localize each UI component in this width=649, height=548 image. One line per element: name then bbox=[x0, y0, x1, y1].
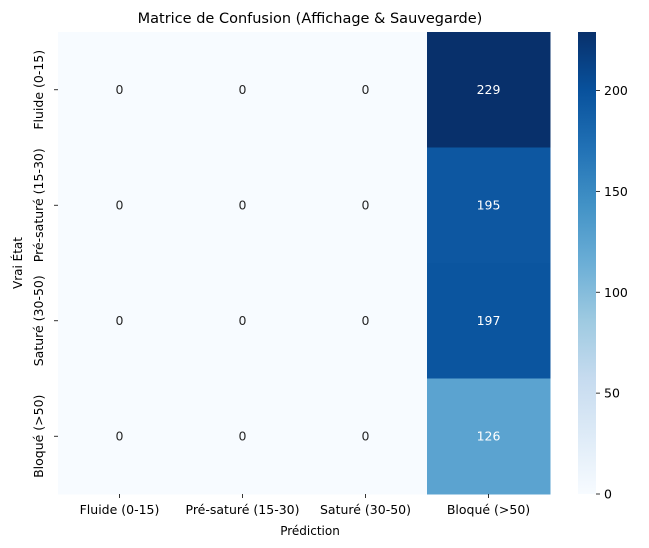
y-tick-label: Pré-saturé (15-30) bbox=[31, 148, 46, 262]
y-axis-ticks: Fluide (0-15) Pré-saturé (15-30) Saturé (3… bbox=[31, 50, 58, 478]
cell-value-label: 0 bbox=[116, 313, 124, 328]
heatmap-cell bbox=[304, 263, 428, 379]
cell-value-label: 0 bbox=[239, 197, 247, 212]
cell-value-label: 197 bbox=[477, 313, 501, 328]
heatmap-cell bbox=[427, 32, 551, 148]
colorbar-tick-label: 100 bbox=[604, 285, 628, 300]
colorbar bbox=[578, 32, 596, 494]
heatmap-cell bbox=[304, 32, 428, 148]
heatmap-cell bbox=[181, 378, 305, 495]
x-tick-label: Bloqué (>50) bbox=[447, 502, 530, 517]
cell-value-label: 229 bbox=[477, 82, 501, 97]
heatmap-cell bbox=[304, 378, 428, 495]
heatmap-cells bbox=[58, 32, 551, 495]
heatmap-cell bbox=[58, 378, 182, 495]
colorbar-tick-label: 0 bbox=[604, 487, 612, 502]
x-tick-label: Fluide (0-15) bbox=[80, 502, 160, 517]
cell-value-label: 0 bbox=[116, 428, 124, 443]
colorbar-tick-label: 150 bbox=[604, 184, 628, 199]
heatmap-cell bbox=[427, 147, 551, 264]
heatmap-cell-labels: 0 0 0 229 0 0 0 195 0 0 0 197 0 0 0 126 bbox=[116, 82, 501, 444]
cell-value-label: 0 bbox=[116, 82, 124, 97]
x-axis-ticks: Fluide (0-15) Pré-saturé (15-30) Saturé (3… bbox=[80, 494, 530, 517]
cell-value-label: 0 bbox=[362, 428, 370, 443]
colorbar-tick-label: 50 bbox=[604, 386, 620, 401]
heatmap-cell bbox=[58, 32, 182, 148]
cell-value-label: 195 bbox=[477, 197, 501, 212]
cell-value-label: 0 bbox=[239, 428, 247, 443]
y-tick-label: Fluide (0-15) bbox=[31, 50, 46, 130]
x-tick-label: Pré-saturé (15-30) bbox=[186, 502, 300, 517]
cell-value-label: 0 bbox=[362, 197, 370, 212]
colorbar-ticks: 0 50 100 150 200 bbox=[596, 83, 628, 502]
heatmap-cell bbox=[304, 147, 428, 264]
cell-value-label: 126 bbox=[477, 428, 501, 443]
heatmap-cell bbox=[181, 32, 305, 148]
cell-value-label: 0 bbox=[239, 313, 247, 328]
heatmap-cell bbox=[427, 263, 551, 379]
heatmap-cell bbox=[181, 263, 305, 379]
y-axis-label: Vrai État bbox=[10, 237, 25, 289]
x-tick-label: Saturé (30-50) bbox=[320, 502, 411, 517]
y-tick-label: Bloqué (>50) bbox=[31, 395, 46, 478]
colorbar-tick-label: 200 bbox=[604, 83, 628, 98]
heatmap-cell bbox=[427, 378, 551, 495]
heatmap-cell bbox=[181, 147, 305, 264]
y-tick-label: Saturé (30-50) bbox=[31, 275, 46, 366]
x-axis-label: Prédiction bbox=[280, 524, 340, 538]
heatmap-cell bbox=[58, 147, 182, 264]
cell-value-label: 0 bbox=[362, 313, 370, 328]
cell-value-label: 0 bbox=[239, 82, 247, 97]
cell-value-label: 0 bbox=[116, 197, 124, 212]
heatmap-cell bbox=[58, 263, 182, 379]
cell-value-label: 0 bbox=[362, 82, 370, 97]
chart-title: Matrice de Confusion (Affichage & Sauveg… bbox=[138, 11, 483, 27]
